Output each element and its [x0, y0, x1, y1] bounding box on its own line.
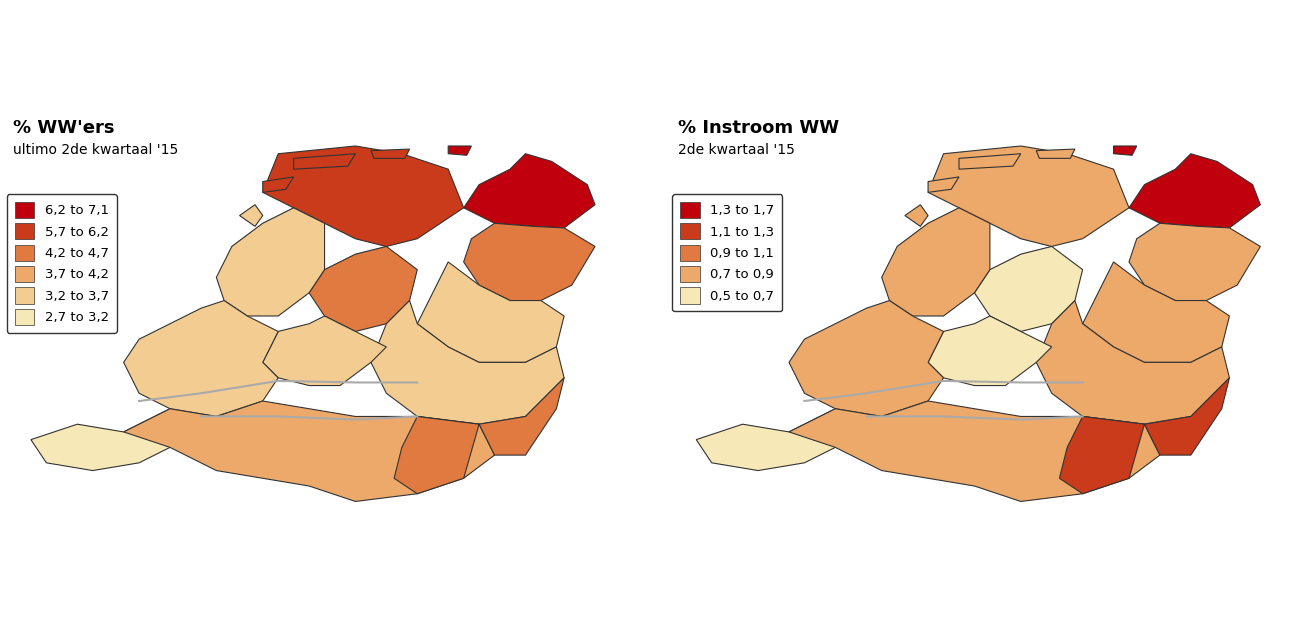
Polygon shape — [31, 409, 186, 471]
Polygon shape — [1129, 154, 1260, 228]
Polygon shape — [1037, 149, 1074, 159]
Text: 2de kwartaal '15: 2de kwartaal '15 — [678, 143, 795, 157]
Polygon shape — [1113, 146, 1137, 155]
Polygon shape — [231, 208, 386, 316]
Polygon shape — [123, 301, 278, 416]
Polygon shape — [262, 177, 294, 192]
Polygon shape — [464, 154, 595, 228]
Polygon shape — [123, 401, 495, 501]
Polygon shape — [394, 378, 564, 494]
Polygon shape — [905, 205, 927, 226]
Polygon shape — [927, 177, 959, 192]
Polygon shape — [788, 301, 943, 416]
Polygon shape — [1082, 262, 1229, 362]
Polygon shape — [239, 205, 262, 226]
Polygon shape — [417, 262, 564, 362]
Legend: 1,3 to 1,7, 1,1 to 1,3, 0,9 to 1,1, 0,7 to 0,9, 0,5 to 0,7: 1,3 to 1,7, 1,1 to 1,3, 0,9 to 1,1, 0,7 … — [672, 194, 782, 312]
Polygon shape — [959, 154, 1021, 169]
Polygon shape — [372, 301, 564, 424]
Polygon shape — [1129, 223, 1260, 301]
Polygon shape — [788, 401, 1160, 501]
Polygon shape — [927, 316, 1052, 386]
Polygon shape — [448, 146, 472, 155]
Legend: 6,2 to 7,1, 5,7 to 6,2, 4,2 to 4,7, 3,7 to 4,2, 3,2 to 3,7, 2,7 to 3,2: 6,2 to 7,1, 5,7 to 6,2, 4,2 to 4,7, 3,7 … — [6, 194, 117, 333]
Polygon shape — [262, 316, 386, 386]
Polygon shape — [1037, 301, 1229, 424]
Polygon shape — [464, 223, 595, 301]
Text: % Instroom WW: % Instroom WW — [678, 119, 839, 137]
Polygon shape — [974, 246, 1082, 331]
Polygon shape — [372, 149, 409, 159]
Polygon shape — [927, 146, 1129, 246]
Polygon shape — [696, 409, 851, 471]
Text: ultimo 2de kwartaal '15: ultimo 2de kwartaal '15 — [13, 143, 178, 157]
Polygon shape — [309, 246, 417, 331]
Polygon shape — [882, 208, 990, 316]
Text: % WW'ers: % WW'ers — [13, 119, 114, 137]
Polygon shape — [294, 154, 356, 169]
Polygon shape — [898, 208, 1052, 316]
Polygon shape — [1060, 378, 1229, 494]
Polygon shape — [262, 146, 464, 246]
Polygon shape — [217, 208, 325, 316]
